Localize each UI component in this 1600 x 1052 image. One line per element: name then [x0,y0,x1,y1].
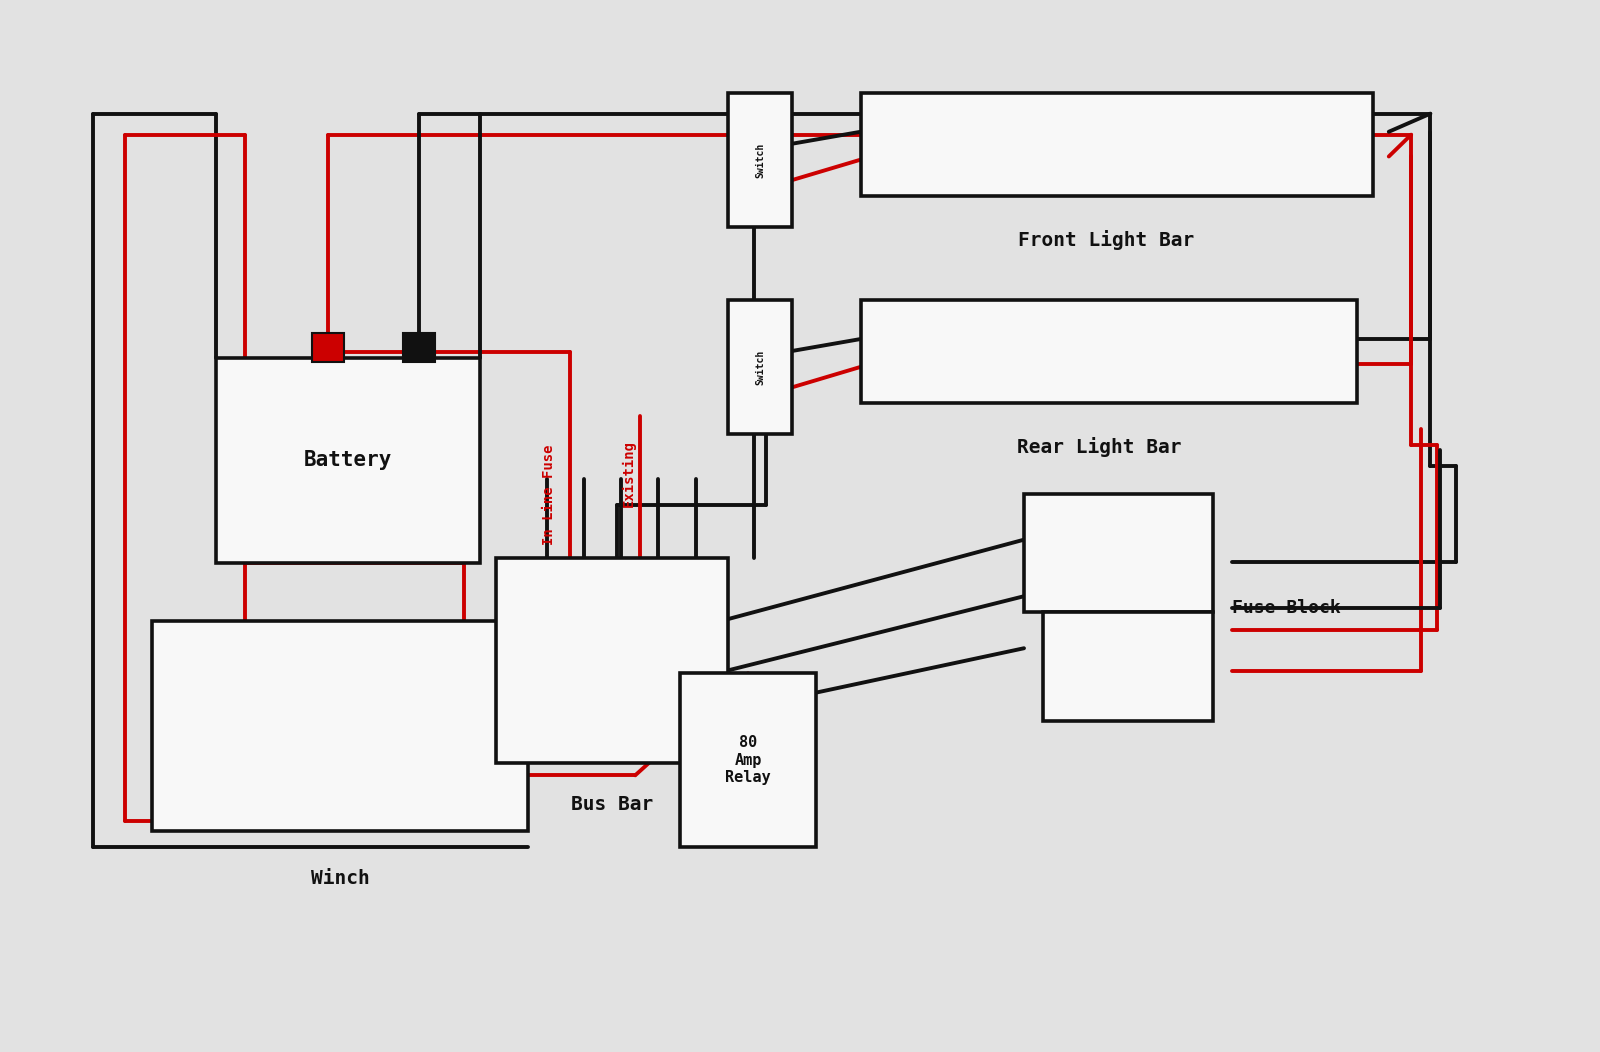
Text: Fuse Block: Fuse Block [1232,599,1341,616]
Bar [216,358,480,563]
Text: Bus Bar: Bus Bar [571,795,653,814]
Bar [403,333,435,362]
Bar [680,673,816,847]
Text: 80
Amp
Relay: 80 Amp Relay [725,735,771,785]
Text: Battery: Battery [304,450,392,470]
Text: Front Light Bar: Front Light Bar [1019,229,1195,250]
Text: In Line Fuse: In Line Fuse [542,444,555,545]
Text: Switch: Switch [755,349,765,385]
Bar [496,558,728,763]
Bar [861,93,1373,196]
Bar [728,300,792,434]
Bar [152,621,528,831]
Text: Winch: Winch [310,869,370,888]
Text: Switch: Switch [755,142,765,178]
Text: Existing: Existing [622,440,635,507]
Text: Rear Light Bar: Rear Light Bar [1016,437,1181,458]
Bar [861,300,1357,403]
Bar [1024,494,1213,612]
Bar [312,333,344,362]
Bar [1043,612,1213,721]
Bar [728,93,792,227]
